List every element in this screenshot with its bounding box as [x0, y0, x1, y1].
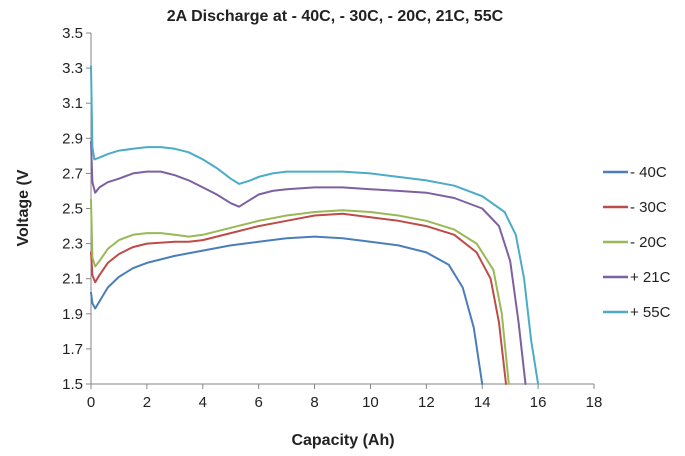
y-axis-ticks: 1.5 1.7 1.9 2.1 2.3 2.5 2.7 2.9 3.1 3.3 3.5 [62, 25, 91, 393]
y-tick-label: 2.7 [62, 165, 83, 182]
y-tick-label: 2.9 [62, 130, 83, 147]
y-tick-label: 2.5 [62, 201, 83, 218]
series-line-2 [90, 212, 507, 385]
y-tick-label: 1.7 [62, 341, 83, 358]
y-tick-label: 2.1 [62, 271, 83, 288]
legend-label: - 20C [630, 234, 667, 251]
y-tick-label: 3.1 [62, 95, 83, 112]
x-tick-label: 14 [474, 394, 491, 411]
y-axis-title: Voltage (V [15, 169, 32, 246]
x-axis-ticks: 0 2 4 6 8 10 12 14 16 18 [87, 384, 603, 411]
legend-label: + 55C [630, 304, 671, 321]
series-lines [90, 65, 540, 385]
x-tick-label: 0 [87, 394, 95, 411]
x-tick-label: 2 [143, 394, 151, 411]
x-tick-label: 12 [418, 394, 435, 411]
series-line-5 [90, 65, 540, 385]
legend-label: - 40C [630, 164, 667, 181]
x-tick-label: 18 [586, 394, 603, 411]
x-tick-label: 10 [362, 394, 379, 411]
series-line-4 [90, 140, 527, 385]
x-tick-label: 6 [254, 394, 262, 411]
x-axis-title: Capacity (Ah) [291, 432, 394, 449]
y-tick-label: 3.5 [62, 25, 83, 42]
x-tick-label: 16 [530, 394, 547, 411]
series-line-1 [90, 235, 484, 385]
y-tick-label: 1.9 [62, 306, 83, 323]
x-tick-label: 8 [310, 394, 318, 411]
chart-title: 2A Discharge at - 40C, - 30C, - 20C, 21C… [167, 8, 504, 25]
x-tick-label: 4 [199, 394, 207, 411]
legend-label: - 30C [630, 199, 667, 216]
y-tick-label: 3.3 [62, 60, 83, 77]
series-line-3 [90, 198, 510, 385]
legend-label: + 21C [630, 269, 671, 286]
legend: - 40C - 30C - 20C + 21C + 55C [603, 164, 671, 321]
y-tick-label: 1.5 [62, 376, 83, 393]
y-tick-label: 2.3 [62, 236, 83, 253]
